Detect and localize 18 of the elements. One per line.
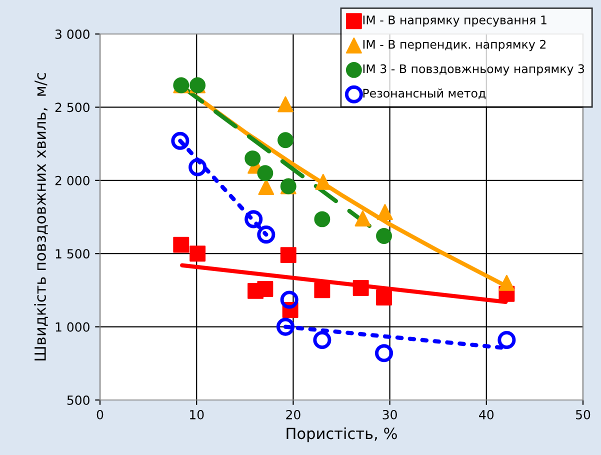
y-tick-label: 2 000 bbox=[55, 176, 90, 186]
y-tick-label: 500 bbox=[67, 395, 90, 405]
legend-label: ІМ 3 - В повздовжньому напрямку 3 bbox=[363, 64, 584, 76]
x-tick-label: 50 bbox=[576, 410, 590, 420]
legend-label: ІМ - В напрямку пресування 1 bbox=[363, 16, 546, 27]
x-tick-label: 10 bbox=[190, 410, 204, 420]
x-tick-label: 20 bbox=[286, 410, 300, 420]
legend-label: ІМ - В перпендик. напрямку 2 bbox=[363, 40, 546, 52]
legend-label: Резонансный метод bbox=[363, 88, 486, 100]
y-tick-label: 2 500 bbox=[55, 102, 90, 112]
x-tick-label: 30 bbox=[382, 410, 397, 420]
x-tick-label: 0 bbox=[96, 410, 104, 420]
x-tick-label: 40 bbox=[479, 410, 494, 420]
y-tick-label: 1 500 bbox=[56, 249, 90, 259]
y-tick-label: 1 000 bbox=[56, 322, 90, 332]
x-axis-title: Пористість, % bbox=[286, 427, 397, 442]
y-axis-title: Швидкість повздовжних хвиль, м/с bbox=[34, 73, 48, 360]
y-tick-label: 3 000 bbox=[55, 29, 90, 39]
